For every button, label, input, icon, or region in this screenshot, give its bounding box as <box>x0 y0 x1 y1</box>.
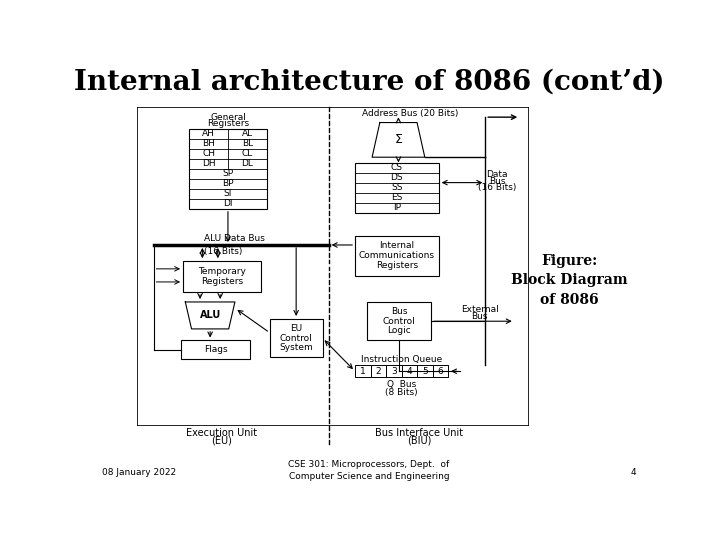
Text: Bus: Bus <box>391 307 408 316</box>
Text: (16 Bits): (16 Bits) <box>477 183 516 192</box>
Text: 08 January 2022: 08 January 2022 <box>102 468 176 477</box>
Text: 2: 2 <box>376 367 381 376</box>
Text: Temporary: Temporary <box>198 267 246 275</box>
Text: Flags: Flags <box>204 345 228 354</box>
Text: DI: DI <box>223 199 233 208</box>
Text: Address Bus (20 Bits): Address Bus (20 Bits) <box>362 109 458 118</box>
Text: CH: CH <box>202 149 215 158</box>
Text: Registers: Registers <box>207 119 249 128</box>
Text: CL: CL <box>242 149 253 158</box>
Text: Instruction Queue: Instruction Queue <box>361 355 442 364</box>
Text: SP: SP <box>222 169 233 178</box>
Text: (16 Bits): (16 Bits) <box>204 247 243 255</box>
Text: Q  Bus: Q Bus <box>387 380 416 389</box>
Text: Data: Data <box>486 171 508 179</box>
Text: IP: IP <box>393 202 401 212</box>
Text: External: External <box>461 305 499 314</box>
Text: EU: EU <box>290 325 302 333</box>
Bar <box>402 365 417 377</box>
Text: Bus: Bus <box>472 312 488 321</box>
Text: Registers: Registers <box>201 276 243 286</box>
Text: AL: AL <box>242 129 253 138</box>
Text: AH: AH <box>202 129 215 138</box>
Bar <box>270 319 323 357</box>
Bar <box>371 365 386 377</box>
Bar <box>355 163 438 213</box>
Bar <box>355 236 438 276</box>
Text: Control: Control <box>280 334 312 343</box>
Text: 4: 4 <box>407 367 412 376</box>
Text: (8 Bits): (8 Bits) <box>385 388 418 396</box>
Text: 3: 3 <box>391 367 397 376</box>
Polygon shape <box>372 123 425 157</box>
Text: CSE 301: Microprocessors, Dept.  of
Computer Science and Engineering: CSE 301: Microprocessors, Dept. of Compu… <box>289 460 449 481</box>
Text: 1: 1 <box>360 367 366 376</box>
Text: Bus Interface Unit: Bus Interface Unit <box>375 428 464 438</box>
Text: Logic: Logic <box>387 326 411 335</box>
Text: (BIU): (BIU) <box>408 436 431 446</box>
Text: DH: DH <box>202 159 215 168</box>
Text: Figure:
Block Diagram
of 8086: Figure: Block Diagram of 8086 <box>510 254 627 307</box>
Text: Registers: Registers <box>376 261 418 270</box>
Text: Communications: Communications <box>359 251 435 260</box>
Text: Internal: Internal <box>379 241 415 250</box>
Text: BH: BH <box>202 139 215 148</box>
Text: DS: DS <box>390 173 403 182</box>
Text: ES: ES <box>391 193 402 202</box>
Text: 6: 6 <box>438 367 444 376</box>
Text: ALU Data Bus: ALU Data Bus <box>204 234 264 244</box>
Text: System: System <box>279 343 313 352</box>
Bar <box>367 302 431 340</box>
Bar <box>181 340 250 359</box>
Bar <box>355 365 371 377</box>
Bar <box>417 365 433 377</box>
Text: Σ: Σ <box>395 133 402 146</box>
Text: Execution Unit: Execution Unit <box>186 428 257 438</box>
Text: BP: BP <box>222 179 234 188</box>
Bar <box>433 365 448 377</box>
Text: Bus: Bus <box>489 177 505 186</box>
Text: ALU: ALU <box>199 310 221 320</box>
Text: Control: Control <box>383 316 415 326</box>
Text: Internal architecture of 8086 (cont’d): Internal architecture of 8086 (cont’d) <box>73 68 665 95</box>
Text: 5: 5 <box>422 367 428 376</box>
Text: General: General <box>210 113 246 122</box>
Text: BL: BL <box>242 139 253 148</box>
Text: (EU): (EU) <box>211 436 232 446</box>
Text: SI: SI <box>224 189 232 198</box>
Polygon shape <box>185 302 235 329</box>
Text: 4: 4 <box>631 468 636 477</box>
Text: SS: SS <box>391 183 402 192</box>
Text: CS: CS <box>391 163 403 172</box>
Bar <box>386 365 402 377</box>
Bar <box>189 129 266 209</box>
Text: DL: DL <box>241 159 253 168</box>
Bar <box>183 261 261 292</box>
